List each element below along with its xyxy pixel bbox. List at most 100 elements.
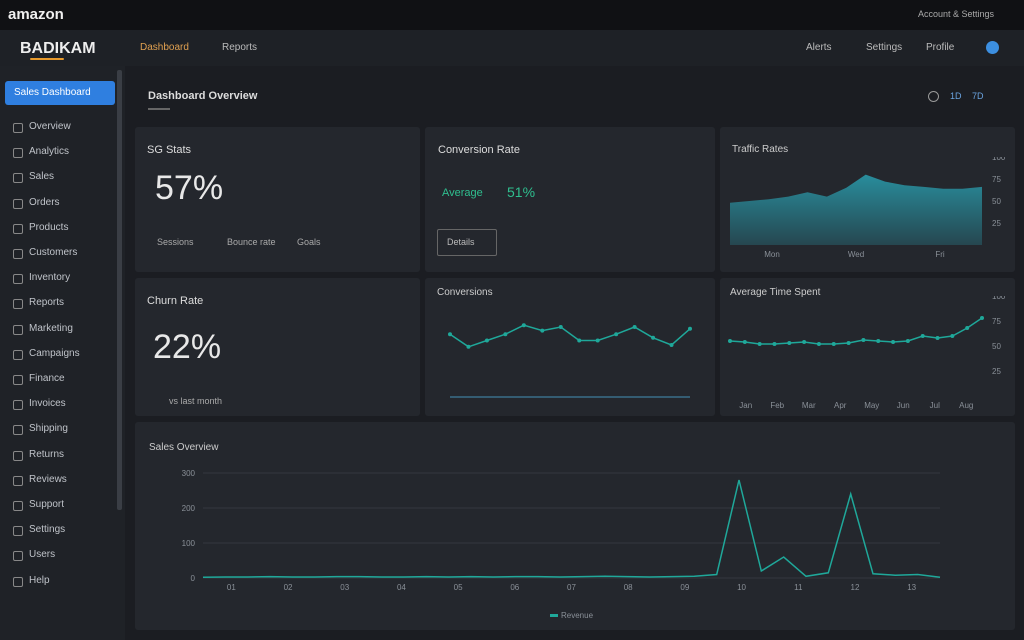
x-tick-label: 13 [907, 583, 916, 592]
menu-item[interactable]: Sales [29, 171, 55, 183]
point [816, 342, 821, 346]
point [831, 342, 836, 346]
card: Traffic Rates 25 50 75 100 Mon Wed Fri [720, 127, 1015, 272]
menu-item[interactable]: Finance [29, 373, 65, 384]
menu-item[interactable]: Help [29, 574, 50, 586]
line [729, 317, 983, 345]
card: Conversions [425, 278, 715, 416]
button-label: Details [447, 237, 475, 247]
menu-item[interactable]: Orders [29, 196, 60, 208]
x-tick-label: 12 [851, 583, 860, 592]
card-title: Churn Rate [147, 295, 204, 307]
point [688, 326, 692, 331]
active-item[interactable] [5, 81, 115, 105]
menu-item[interactable]: Reviews [29, 473, 67, 485]
page-title: Dashboard Overview [148, 90, 258, 102]
x-tick-label: Wed [848, 250, 864, 259]
menu-icon [13, 173, 23, 184]
point [757, 342, 762, 346]
menu-item[interactable]: Shipping [29, 423, 68, 435]
menu-item[interactable]: Settings [29, 524, 66, 536]
point [980, 316, 984, 320]
kpi-value: 51% [507, 184, 536, 200]
menu-item[interactable]: Reports [29, 297, 65, 309]
card: Conversion Rate Average 51% Details [425, 127, 715, 272]
y-tick-label: 100 [182, 539, 196, 548]
top-bar [0, 0, 1024, 30]
point [935, 336, 940, 340]
header [0, 30, 1024, 66]
account-link[interactable]: Account & Settings [918, 9, 995, 19]
x-tick-label: 11 [794, 583, 803, 592]
menu-icon [13, 475, 23, 486]
point [950, 334, 955, 338]
menu-item[interactable]: Customers [29, 247, 78, 258]
nav-link[interactable]: Reports [222, 42, 258, 53]
point [905, 339, 910, 343]
card-title: Conversion Rate [438, 144, 520, 156]
x-tick-label: Feb [770, 401, 784, 410]
refresh-icon[interactable] [928, 91, 939, 102]
menu-item[interactable]: Products [29, 221, 69, 233]
point [802, 340, 807, 344]
line [449, 324, 691, 348]
menu-item[interactable]: Inventory [29, 272, 71, 284]
point [577, 338, 582, 343]
legend-label: Revenue [561, 611, 594, 620]
title-underline [148, 108, 170, 110]
menu-icon [13, 299, 23, 310]
kpi-note: vs last month [169, 396, 223, 406]
x-tick-label: Fri [935, 250, 945, 259]
point [772, 342, 777, 346]
chart-title: Traffic Rates [732, 144, 789, 155]
menu-item[interactable]: Analytics [29, 146, 70, 158]
y-tick-label: 50 [992, 197, 1001, 206]
x-tick-label: Jan [739, 401, 752, 410]
y-tick-label: 75 [992, 175, 1001, 184]
x-tick-label: 08 [624, 583, 633, 592]
menu-item[interactable]: Users [29, 549, 56, 561]
sidebar [0, 66, 125, 640]
point [651, 335, 656, 340]
point [448, 332, 452, 337]
chart-title: Conversions [437, 287, 493, 298]
y-tick-label: 100 [992, 296, 1006, 301]
y-tick-label: 25 [992, 367, 1001, 376]
chart-title: Sales Overview [149, 442, 219, 453]
avatar[interactable] [986, 41, 999, 54]
header-action[interactable]: Profile [926, 42, 955, 53]
menu-item[interactable]: Invoices [29, 398, 66, 410]
chart [448, 323, 692, 398]
logo-swoosh [30, 58, 64, 60]
menu-item[interactable]: Support [29, 499, 65, 510]
range-button[interactable]: 1D [950, 91, 962, 101]
y-tick-label: 300 [182, 469, 196, 478]
range-button[interactable]: 7D [972, 91, 984, 101]
menu-icon [13, 551, 23, 562]
x-tick-label: 09 [680, 583, 689, 592]
header-action[interactable]: Settings [866, 42, 903, 53]
menu-icon [13, 223, 23, 234]
menu-item[interactable]: Marketing [29, 322, 73, 334]
header-action[interactable]: Alerts [806, 42, 832, 53]
active-item-label: Sales Dashboard [14, 87, 91, 98]
logo: BADIKAM [20, 40, 96, 57]
legend-swatch [550, 614, 558, 617]
x-tick-label: May [864, 401, 879, 410]
menu-icon [13, 249, 23, 259]
menu-item[interactable]: Overview [29, 121, 71, 132]
area [730, 174, 982, 245]
x-tick-label: 04 [397, 583, 406, 592]
menu-icon [13, 198, 23, 209]
point [728, 339, 732, 343]
menu-item[interactable]: Returns [29, 448, 65, 460]
menu-icon [13, 425, 23, 436]
details-button[interactable]: Details [437, 229, 497, 256]
x-tick-label: Jun [897, 401, 910, 410]
nav-link[interactable]: Dashboard [140, 42, 189, 53]
y-tick-label: 100 [992, 157, 1006, 162]
menu-icon [13, 526, 23, 537]
point [466, 344, 471, 349]
menu-item[interactable]: Campaigns [29, 347, 80, 359]
